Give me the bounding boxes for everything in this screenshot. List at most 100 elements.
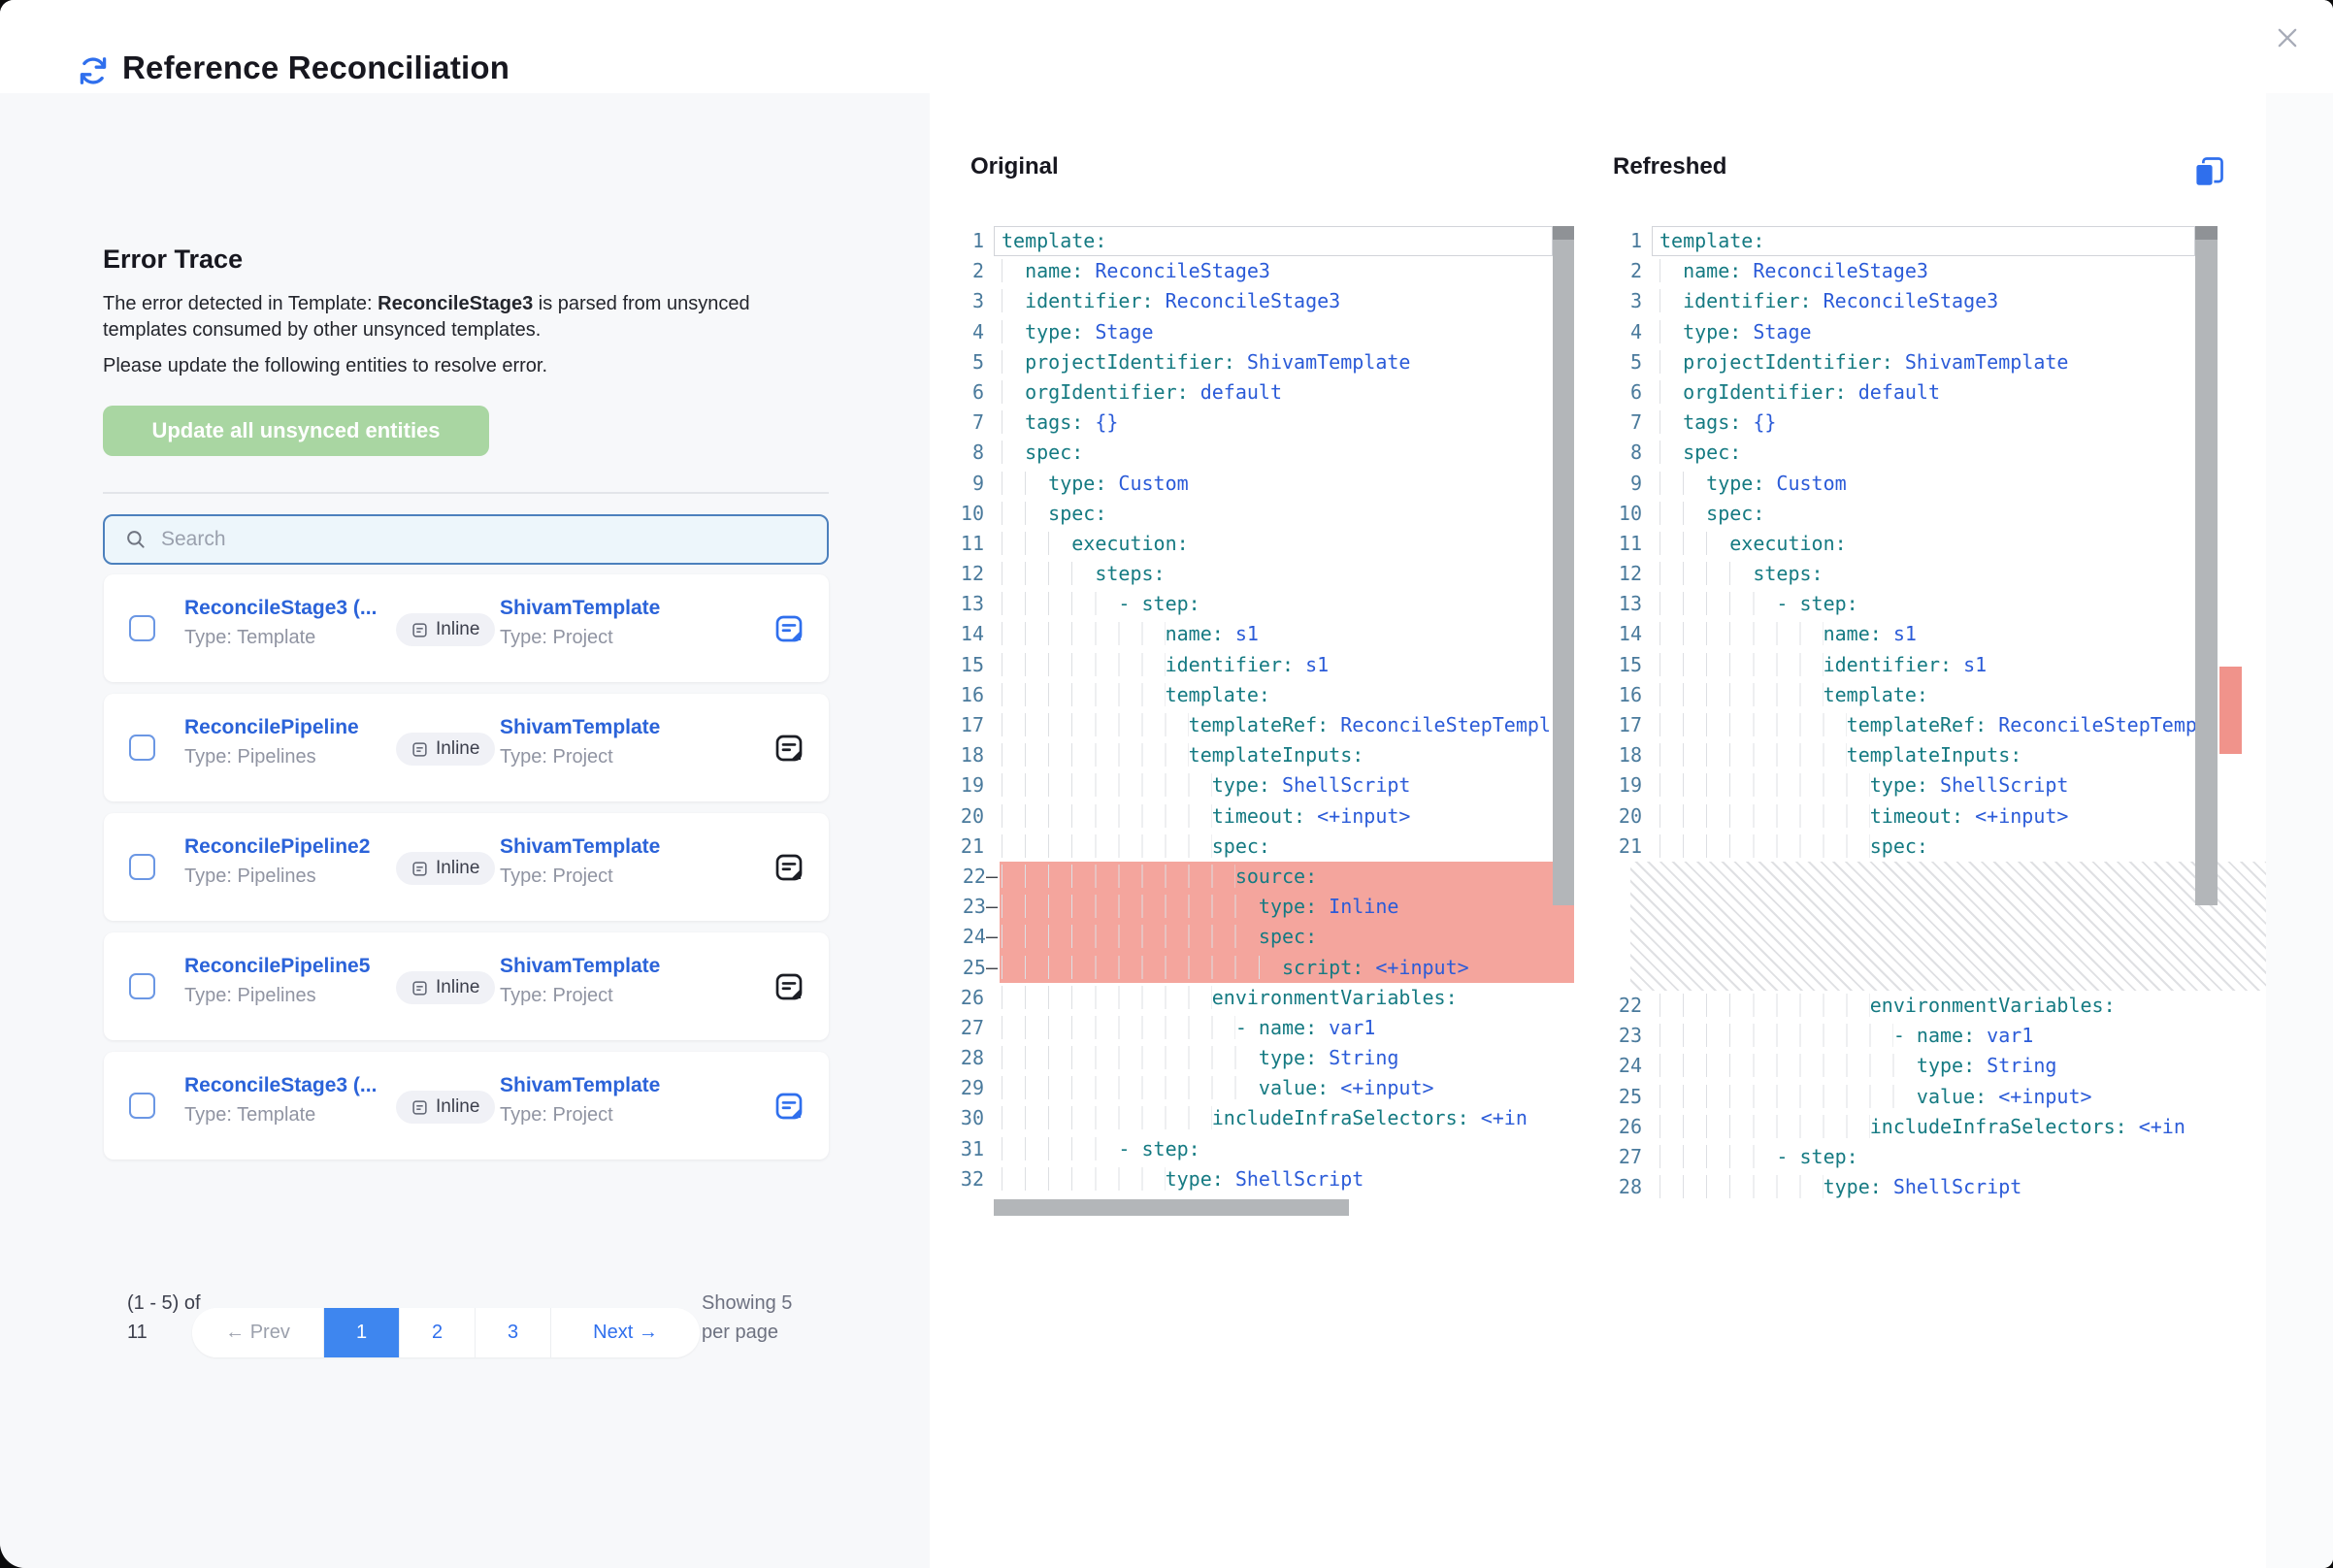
row-checkbox[interactable]: [129, 854, 155, 880]
line-number: 15: [1592, 650, 1652, 680]
code-line: 24 type: String: [1592, 1051, 2266, 1081]
line-number: 23: [1592, 1021, 1652, 1051]
diff-icon[interactable]: [773, 971, 805, 1002]
row-checkbox[interactable]: [129, 735, 155, 761]
code-line: 18 templateInputs:: [930, 740, 1574, 770]
page-button-3[interactable]: 3: [476, 1308, 551, 1357]
diff-icon[interactable]: [773, 1091, 805, 1122]
line-number: 9: [930, 469, 994, 499]
scope-link[interactable]: ShivamTemplate: [500, 716, 723, 739]
code-text: identifier: ReconcileStage3: [1652, 286, 1998, 316]
copy-icon[interactable]: [2191, 154, 2226, 189]
code-editor: 1template:2 name: ReconcileStage33 ident…: [1592, 226, 2266, 1219]
code-text: name: s1: [1652, 619, 1917, 649]
code-line: 19 type: ShellScript: [930, 770, 1574, 800]
code-line: 29 value: <+input>: [930, 1073, 1574, 1103]
scope-link[interactable]: ShivamTemplate: [500, 597, 723, 620]
scope-link[interactable]: ShivamTemplate: [500, 1074, 723, 1097]
table-row: ReconcilePipeline5Type: PipelinesInlineS…: [104, 932, 829, 1040]
code-text: type: ShellScript: [1652, 1172, 2021, 1202]
code-text: execution:: [994, 529, 1189, 559]
removed-lines-placeholder: [1630, 862, 2266, 991]
entity-type-label: Type: Pipelines: [184, 746, 383, 768]
table-row: ReconcileStage3 (...Type: TemplateInline…: [104, 1052, 829, 1160]
entity-link[interactable]: ReconcilePipeline2: [184, 835, 383, 859]
pagination: ← Prev123Next →: [192, 1308, 700, 1357]
row-checkbox[interactable]: [129, 615, 155, 641]
line-number: 22—: [930, 862, 994, 892]
scope-type-label: Type: Project: [500, 985, 723, 1007]
search-input[interactable]: [159, 527, 813, 552]
code-line: 11 execution:: [930, 529, 1574, 559]
row-checkbox[interactable]: [129, 1093, 155, 1119]
page-button-1[interactable]: 1: [324, 1308, 400, 1357]
code-text: type: Stage: [1652, 317, 1812, 347]
line-number: 2: [1592, 256, 1652, 286]
scope-link[interactable]: ShivamTemplate: [500, 835, 723, 859]
entity-link[interactable]: ReconcilePipeline5: [184, 955, 383, 978]
code-text: - step:: [994, 1134, 1200, 1164]
code-line: 8 spec:: [1592, 438, 2266, 468]
next-page-button[interactable]: Next →: [551, 1308, 700, 1357]
page-title: Reference Reconciliation: [122, 49, 509, 86]
diff-icon[interactable]: [773, 613, 805, 644]
vertical-scrollbar[interactable]: [1553, 226, 1574, 905]
vertical-scrollbar[interactable]: [2195, 226, 2218, 905]
code-line: 21 spec:: [930, 832, 1574, 862]
line-number: 11: [930, 529, 994, 559]
dialog-header: Reference Reconciliation: [0, 0, 2333, 93]
row-checkbox[interactable]: [129, 973, 155, 999]
line-number: 21: [930, 832, 994, 862]
line-number: 5: [1592, 347, 1652, 377]
code-line: 12 steps:: [1592, 559, 2266, 589]
code-text: name: ReconcileStage3: [994, 256, 1270, 286]
search-box: [103, 514, 829, 565]
code-line: 26 includeInfraSelectors: <+in: [1592, 1112, 2266, 1142]
code-line: 9 type: Custom: [1592, 469, 2266, 499]
code-text: - step:: [994, 589, 1200, 619]
page-button-2[interactable]: 2: [400, 1308, 476, 1357]
line-number: 14: [930, 619, 994, 649]
scope-cell: ShivamTemplateType: Project: [500, 597, 723, 649]
diff-icon[interactable]: [773, 733, 805, 764]
code-text: timeout: <+input>: [994, 801, 1410, 832]
code-text: name: ReconcileStage3: [1652, 256, 1928, 286]
entity-link[interactable]: ReconcileStage3 (...: [184, 597, 383, 620]
horizontal-scrollbar[interactable]: [994, 1199, 1349, 1216]
code-line: 25 value: <+input>: [1592, 1082, 2266, 1112]
code-text: environmentVariables:: [1652, 991, 2116, 1021]
code-text: source:: [994, 862, 1317, 892]
line-number: 30: [930, 1103, 994, 1133]
code-text: - step:: [1652, 1142, 1858, 1172]
code-text: orgIdentifier: default: [994, 377, 1282, 408]
line-number: 23—: [930, 892, 994, 922]
line-number: 10: [930, 499, 994, 529]
line-number: 28: [1592, 1172, 1652, 1202]
update-all-unsynced-entities-button[interactable]: Update all unsynced entities: [103, 406, 489, 456]
entity-link[interactable]: ReconcileStage3 (...: [184, 1074, 383, 1097]
code-line: 4 type: Stage: [930, 317, 1574, 347]
code-text: templateInputs:: [1652, 740, 2021, 770]
diff-icon[interactable]: [773, 852, 805, 883]
code-line: 26 environmentVariables:: [930, 983, 1574, 1013]
code-editor: 1template:2 name: ReconcileStage33 ident…: [930, 226, 1574, 1219]
entity-cell: ReconcileStage3 (... Type: Template: [184, 597, 383, 649]
code-text: templateRef: ReconcileStepTempl: [994, 710, 1551, 740]
close-icon[interactable]: [2274, 24, 2301, 51]
code-text: steps:: [994, 559, 1166, 589]
entity-link[interactable]: ReconcilePipeline: [184, 716, 383, 739]
line-number: 1: [1592, 226, 1652, 256]
scope-cell: ShivamTemplateType: Project: [500, 716, 723, 768]
entity-type-label: Type: Template: [184, 627, 383, 649]
error-trace-section: Error Trace The error detected in Templa…: [0, 93, 930, 1568]
prev-page-button[interactable]: ← Prev: [192, 1308, 324, 1357]
code-text: spec:: [1652, 832, 1928, 862]
pagination-range-label: (1 - 5) of 11: [127, 1289, 203, 1347]
line-number: 17: [1592, 710, 1652, 740]
code-text: type: Custom: [1652, 469, 1847, 499]
line-number: 12: [1592, 559, 1652, 589]
scope-link[interactable]: ShivamTemplate: [500, 955, 723, 978]
entity-cell: ReconcileStage3 (...Type: Template: [184, 1074, 383, 1127]
code-line: 16 template:: [930, 680, 1574, 710]
code-line: 25— script: <+input>: [930, 953, 1574, 983]
